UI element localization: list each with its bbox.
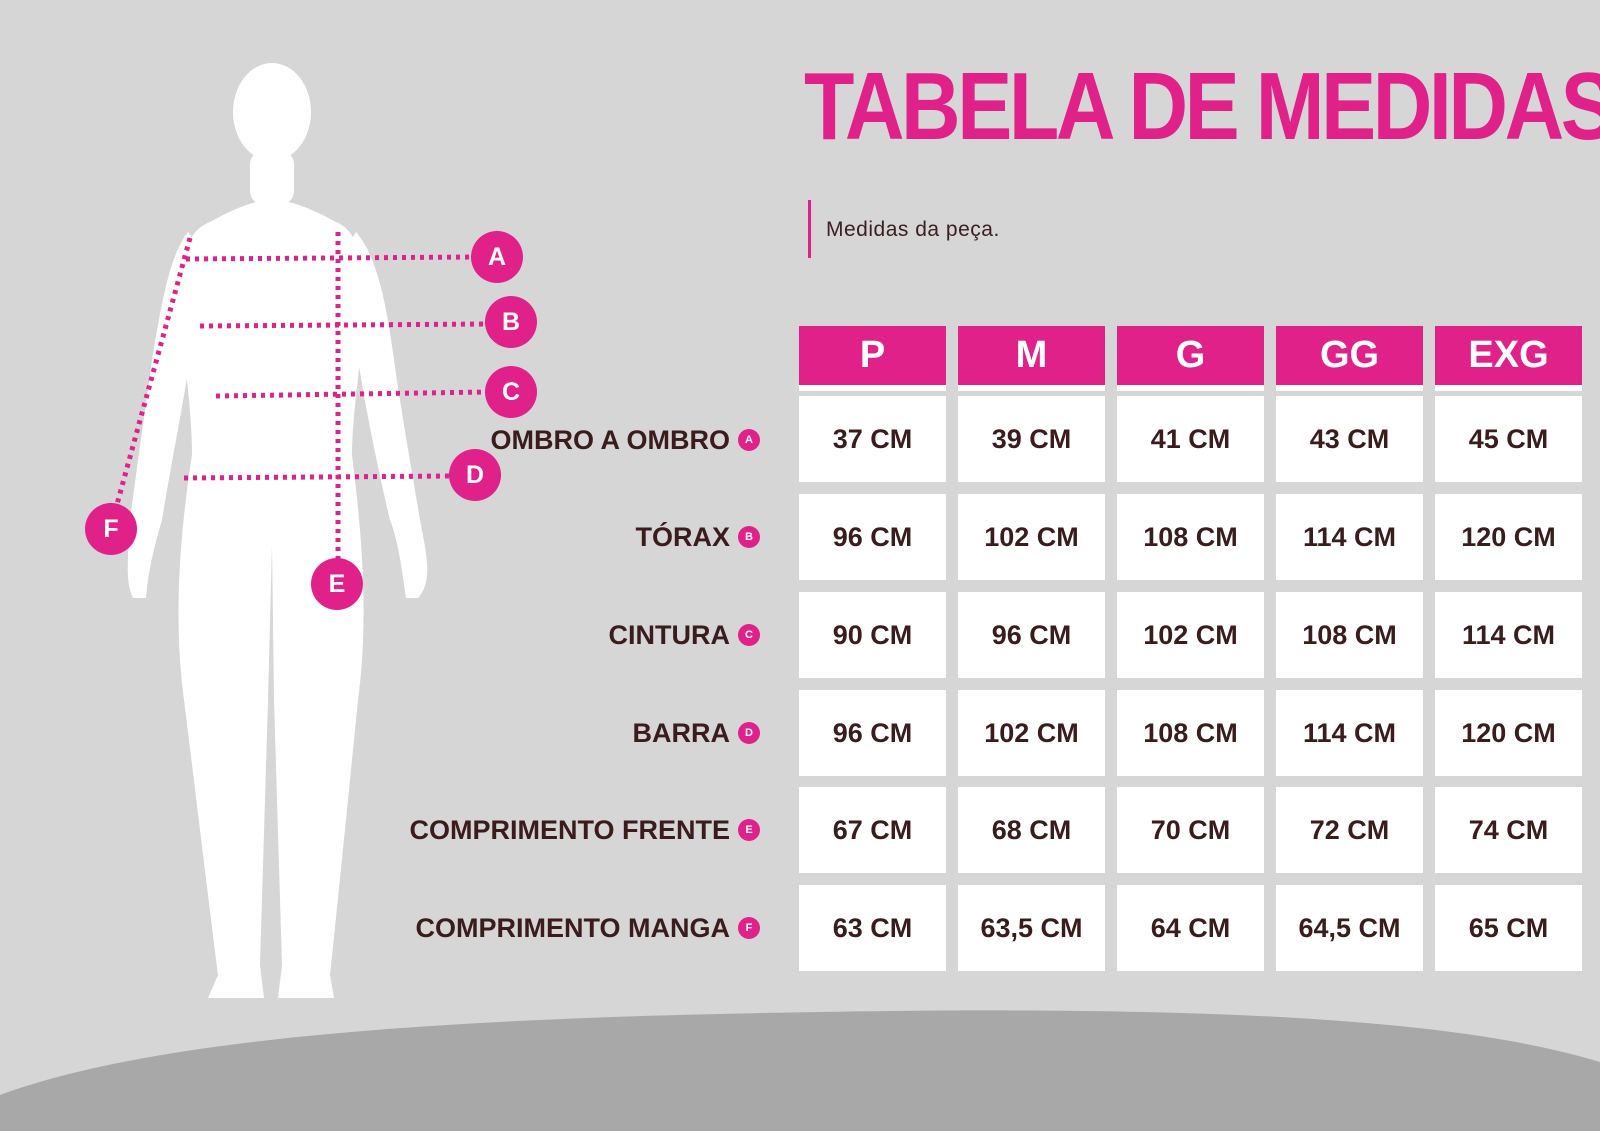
table-cell: 64,5 CM	[1276, 885, 1423, 971]
table-cell: 120 CM	[1435, 494, 1582, 580]
row-badge: A	[738, 429, 760, 451]
table-cell: 39 CM	[958, 396, 1105, 482]
table-cell: 65 CM	[1435, 885, 1582, 971]
page-subtitle: Medidas da peça.	[826, 218, 1000, 241]
row-label-text: COMPRIMENTO FRENTE	[409, 814, 730, 845]
table-cell: 96 CM	[799, 690, 946, 776]
size-header-m: M	[958, 326, 1105, 391]
marker-e: E	[311, 558, 363, 610]
row-label-comprimento-manga: COMPRIMENTO MANGA F	[415, 912, 760, 943]
row-badge: D	[738, 722, 760, 744]
table-cell: 96 CM	[958, 592, 1105, 678]
table-cell: 120 CM	[1435, 690, 1582, 776]
marker-d: D	[449, 449, 501, 501]
table-cell: 114 CM	[1435, 592, 1582, 678]
marker-c: C	[485, 366, 537, 418]
marker-b: B	[485, 296, 537, 348]
table-cell: 45 CM	[1435, 396, 1582, 482]
table-cell: 43 CM	[1276, 396, 1423, 482]
size-header-exg: EXG	[1435, 326, 1582, 391]
table-cell: 37 CM	[799, 396, 946, 482]
row-badge: F	[738, 917, 760, 939]
table-cell: 102 CM	[958, 690, 1105, 776]
row-label-text: COMPRIMENTO MANGA	[415, 912, 731, 943]
size-header-g: G	[1117, 326, 1264, 391]
marker-a: A	[471, 231, 523, 283]
row-label-ombro: OMBRO A OMBRO A	[491, 425, 760, 455]
table-cell: 63,5 CM	[958, 885, 1105, 971]
table-cell: 108 CM	[1117, 494, 1264, 580]
table-cell: 72 CM	[1276, 787, 1423, 873]
table-cell: 41 CM	[1117, 396, 1264, 482]
table-cell: 64 CM	[1117, 885, 1264, 971]
row-label-comprimento-frente: COMPRIMENTO FRENTE E	[409, 815, 760, 845]
body-silhouette	[113, 63, 491, 998]
table-cell: 63 CM	[799, 885, 946, 971]
table-cell: 114 CM	[1276, 494, 1423, 580]
row-label-text: BARRA	[632, 717, 731, 748]
row-label-text: CINTURA	[608, 619, 731, 650]
table-cell: 114 CM	[1276, 690, 1423, 776]
size-header-p: P	[799, 326, 946, 391]
table-cell: 67 CM	[799, 787, 946, 873]
size-header-gg: GG	[1276, 326, 1423, 391]
row-badge: C	[738, 624, 760, 646]
table-cell: 108 CM	[1117, 690, 1264, 776]
table-cell: 102 CM	[958, 494, 1105, 580]
row-label-barra: BARRA D	[632, 717, 760, 748]
row-label-text: OMBRO A OMBRO	[490, 424, 730, 455]
table-cell: 108 CM	[1276, 592, 1423, 678]
table-cell: 74 CM	[1435, 787, 1582, 873]
table-cell: 96 CM	[799, 494, 946, 580]
row-label-torax: TÓRAX B	[635, 521, 760, 552]
row-label-text: TÓRAX	[635, 521, 731, 552]
table-cell: 90 CM	[799, 592, 946, 678]
table-cell: 102 CM	[1117, 592, 1264, 678]
table-cell: 70 CM	[1117, 787, 1264, 873]
row-badge: E	[738, 819, 760, 841]
marker-f: F	[85, 503, 137, 555]
row-label-cintura: CINTURA C	[608, 619, 760, 650]
row-badge: B	[738, 526, 760, 548]
subtitle-accent-bar	[808, 200, 811, 258]
table-cell: 68 CM	[958, 787, 1105, 873]
page-title: TABELA DE MEDIDAS	[804, 53, 1600, 160]
